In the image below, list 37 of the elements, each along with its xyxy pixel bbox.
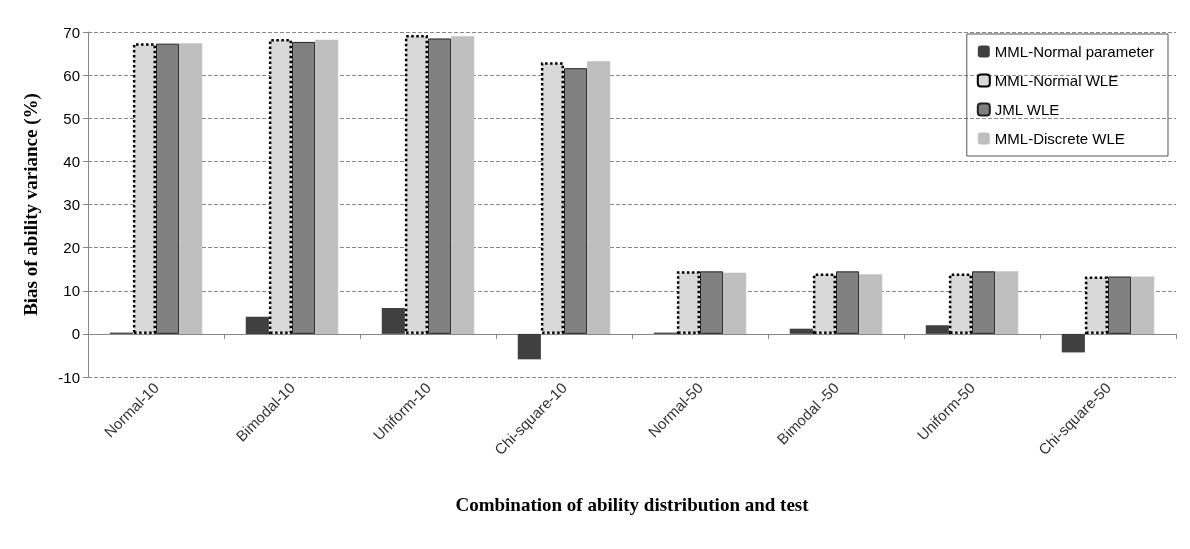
y-tick-label: 10 <box>63 282 80 300</box>
y-tick-label: 70 <box>63 23 80 41</box>
bar <box>789 328 813 334</box>
bar <box>404 35 428 334</box>
y-tick-label: 60 <box>63 66 80 84</box>
bar <box>179 43 203 334</box>
bar <box>451 36 475 334</box>
bar <box>1061 333 1085 353</box>
x-axis-title: Combination of ability distribution and test <box>455 494 810 515</box>
y-axis-title: Bias of ability variance (%) <box>20 93 42 316</box>
legend-label: MML-Normal WLE <box>994 72 1119 89</box>
bar <box>812 273 836 334</box>
y-tick-label: -10 <box>58 368 80 386</box>
bar <box>723 272 747 334</box>
legend-label: JML WLE <box>994 101 1060 118</box>
bar <box>948 273 972 334</box>
bar <box>268 38 292 334</box>
legend-label: MML-Discrete WLE <box>994 130 1125 147</box>
legend-label: MML-Normal parameter <box>994 43 1154 60</box>
bar <box>132 43 156 334</box>
bar <box>1084 276 1108 334</box>
y-tick-label: 0 <box>71 325 80 343</box>
bar <box>1131 276 1155 334</box>
bar <box>245 316 269 334</box>
bar <box>587 61 611 334</box>
bar <box>315 39 339 334</box>
y-tick-label: 40 <box>63 152 80 170</box>
y-tick-label: 50 <box>63 109 80 127</box>
bar <box>925 325 949 334</box>
bar <box>676 271 700 334</box>
bar <box>859 274 883 334</box>
bar <box>995 271 1019 334</box>
y-tick-label: 30 <box>63 196 80 213</box>
bar <box>381 308 405 334</box>
bar <box>517 333 541 360</box>
y-tick-label: 20 <box>63 239 80 257</box>
bar <box>540 62 564 334</box>
